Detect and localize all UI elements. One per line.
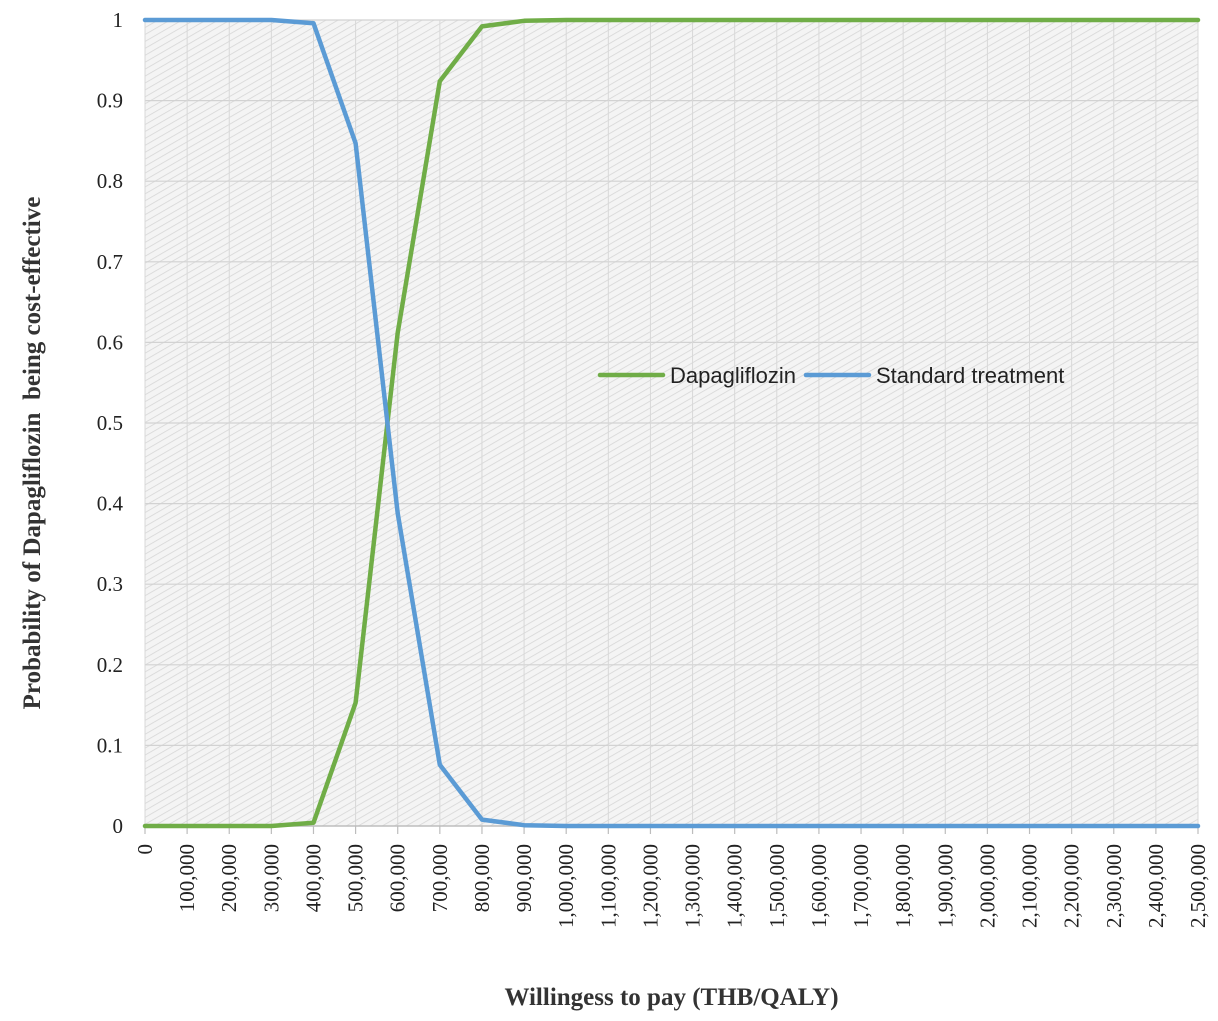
- x-tick-label: 100,000: [175, 844, 199, 912]
- x-tick-label: 800,000: [470, 844, 494, 912]
- legend: Dapagliflozin Standard treatment: [597, 363, 1064, 388]
- y-tick-label: 0.8: [97, 169, 123, 193]
- y-tick-label: 0.3: [97, 572, 123, 596]
- x-tick-label: 900,000: [512, 844, 536, 912]
- y-tick-label: 0.5: [97, 411, 123, 435]
- x-tick-label: 2,300,000: [1102, 844, 1126, 928]
- x-tick-label: 1,200,000: [638, 844, 662, 928]
- y-axis-title: Probability of Dapagliflozin being cost-…: [19, 197, 46, 710]
- y-tick-label: 0.1: [97, 733, 123, 757]
- x-tick-label: 700,000: [428, 844, 452, 912]
- x-tick-label: 1,100,000: [596, 844, 620, 928]
- x-tick-label: 2,200,000: [1060, 844, 1084, 928]
- x-tick-label: 1,300,000: [681, 844, 705, 928]
- x-tick-label: 1,400,000: [723, 844, 747, 928]
- x-tick-label: 1,700,000: [849, 844, 873, 928]
- y-tick-label: 0.2: [97, 653, 123, 677]
- series-lines: [142, 17, 1201, 829]
- x-axis-title: Willingess to pay (THB/QALY): [504, 984, 838, 1011]
- x-tick-label: 0: [133, 844, 157, 855]
- series-line: [142, 17, 1201, 829]
- axes: 0 0.1 0.2 0.3 0.4 0.5 0.6 0.7 0.8 0.9 1 0 100,000 200…: [97, 8, 1210, 928]
- x-tick-label: 1,500,000: [765, 844, 789, 928]
- y-tick-label: 0: [113, 814, 124, 838]
- x-tick-label: 1,900,000: [933, 844, 957, 928]
- x-tick-label: 2,100,000: [1018, 844, 1042, 928]
- x-tick-label: 2,000,000: [975, 844, 999, 928]
- y-tick-label: 0.4: [97, 492, 124, 516]
- x-tick-label: 200,000: [217, 844, 241, 912]
- y-tick-label: 1: [113, 8, 124, 32]
- x-tick-label: 2,500,000: [1186, 844, 1210, 928]
- x-tick-label: 300,000: [259, 844, 283, 912]
- series-line: [142, 17, 1201, 829]
- x-tick-label: 400,000: [301, 844, 325, 912]
- y-tick-label: 0.6: [97, 330, 123, 354]
- x-tick-label: 1,600,000: [807, 844, 831, 928]
- x-tick-label: 500,000: [344, 844, 368, 912]
- x-tick-label: 600,000: [386, 844, 410, 912]
- x-tick-label: 1,800,000: [891, 844, 915, 928]
- legend-label: Standard treatment: [876, 363, 1064, 388]
- x-tick-label: 1,000,000: [554, 844, 578, 928]
- y-tick-label: 0.7: [97, 250, 123, 274]
- legend-label: Dapagliflozin: [670, 363, 796, 388]
- y-tick-label: 0.9: [97, 89, 123, 113]
- x-tick-label: 2,400,000: [1144, 844, 1168, 928]
